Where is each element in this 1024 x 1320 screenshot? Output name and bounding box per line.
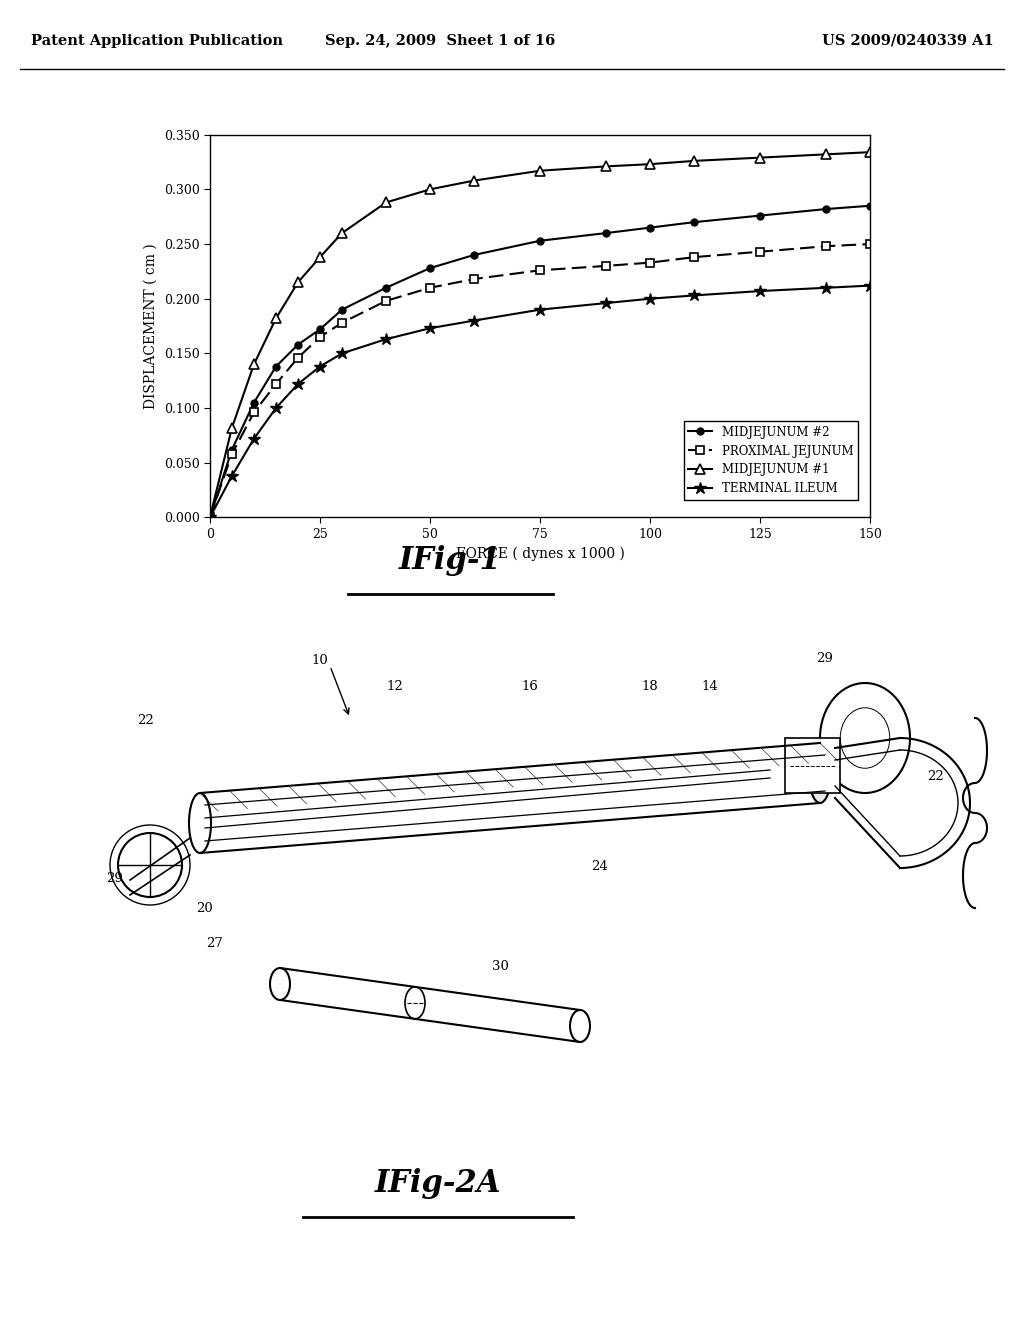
TERMINAL ILEUM	[600, 296, 612, 312]
X-axis label: FORCE ( dynes x 1000 ): FORCE ( dynes x 1000 )	[456, 546, 625, 561]
MIDJEJUNUM #2	[468, 247, 480, 263]
PROXIMAL JEJUNUM	[292, 350, 304, 366]
PROXIMAL JEJUNUM	[644, 255, 656, 271]
TERMINAL ILEUM	[644, 290, 656, 306]
MIDJEJUNUM #1	[535, 162, 547, 178]
TERMINAL ILEUM	[468, 313, 480, 329]
Text: IFig-2A: IFig-2A	[375, 1168, 502, 1199]
MIDJEJUNUM #1	[468, 173, 480, 189]
PROXIMAL JEJUNUM	[248, 404, 260, 420]
MIDJEJUNUM #1	[864, 144, 877, 160]
Line: MIDJEJUNUM #1: MIDJEJUNUM #1	[205, 148, 876, 523]
PROXIMAL JEJUNUM	[820, 239, 833, 255]
Line: PROXIMAL JEJUNUM: PROXIMAL JEJUNUM	[206, 240, 874, 521]
Line: MIDJEJUNUM #2: MIDJEJUNUM #2	[207, 202, 873, 521]
PROXIMAL JEJUNUM	[336, 315, 348, 331]
MIDJEJUNUM #2	[292, 337, 304, 352]
Y-axis label: DISPLACEMENT ( cm ): DISPLACEMENT ( cm )	[144, 243, 158, 409]
TERMINAL ILEUM	[225, 469, 238, 484]
TERMINAL ILEUM	[820, 280, 833, 296]
MIDJEJUNUM #2	[820, 201, 833, 216]
MIDJEJUNUM #1	[820, 147, 833, 162]
MIDJEJUNUM #2	[688, 214, 700, 230]
Text: 12: 12	[387, 680, 403, 693]
MIDJEJUNUM #1	[225, 420, 238, 436]
PROXIMAL JEJUNUM	[754, 244, 766, 260]
MIDJEJUNUM #1	[688, 153, 700, 169]
PROXIMAL JEJUNUM	[225, 446, 238, 462]
Text: 10: 10	[311, 653, 329, 667]
MIDJEJUNUM #1	[204, 510, 216, 525]
PROXIMAL JEJUNUM	[204, 510, 216, 525]
PROXIMAL JEJUNUM	[313, 329, 326, 345]
Text: 14: 14	[701, 680, 719, 693]
Text: US 2009/0240339 A1: US 2009/0240339 A1	[821, 34, 993, 48]
MIDJEJUNUM #1	[754, 149, 766, 165]
MIDJEJUNUM #1	[313, 249, 326, 265]
MIDJEJUNUM #1	[644, 156, 656, 172]
PROXIMAL JEJUNUM	[424, 280, 436, 296]
PROXIMAL JEJUNUM	[688, 249, 700, 265]
PROXIMAL JEJUNUM	[535, 263, 547, 279]
MIDJEJUNUM #2	[248, 395, 260, 411]
PROXIMAL JEJUNUM	[380, 293, 392, 309]
Text: 29: 29	[106, 871, 124, 884]
PROXIMAL JEJUNUM	[600, 257, 612, 273]
MIDJEJUNUM #2	[204, 510, 216, 525]
MIDJEJUNUM #1	[424, 181, 436, 197]
Text: 24: 24	[592, 859, 608, 873]
MIDJEJUNUM #2	[754, 207, 766, 223]
Text: 18: 18	[642, 680, 658, 693]
Line: TERMINAL ILEUM: TERMINAL ILEUM	[204, 280, 877, 524]
MIDJEJUNUM #2	[600, 226, 612, 242]
TERMINAL ILEUM	[424, 321, 436, 337]
MIDJEJUNUM #2	[535, 232, 547, 248]
Text: Sep. 24, 2009  Sheet 1 of 16: Sep. 24, 2009 Sheet 1 of 16	[326, 34, 555, 48]
MIDJEJUNUM #1	[248, 356, 260, 372]
Text: 22: 22	[927, 770, 943, 783]
TERMINAL ILEUM	[688, 288, 700, 304]
TERMINAL ILEUM	[269, 400, 282, 416]
TERMINAL ILEUM	[313, 359, 326, 375]
Ellipse shape	[809, 743, 831, 803]
MIDJEJUNUM #2	[313, 321, 326, 337]
MIDJEJUNUM #2	[864, 198, 877, 214]
Text: 20: 20	[197, 902, 213, 915]
TERMINAL ILEUM	[535, 302, 547, 318]
TERMINAL ILEUM	[292, 376, 304, 392]
TERMINAL ILEUM	[248, 430, 260, 446]
TERMINAL ILEUM	[204, 510, 216, 525]
Text: 29: 29	[816, 652, 834, 664]
Text: IFig-1: IFig-1	[399, 545, 502, 576]
MIDJEJUNUM #1	[269, 310, 282, 326]
TERMINAL ILEUM	[864, 277, 877, 293]
Text: 27: 27	[207, 936, 223, 949]
MIDJEJUNUM #2	[644, 219, 656, 235]
Text: 22: 22	[136, 714, 154, 726]
PROXIMAL JEJUNUM	[468, 271, 480, 286]
Ellipse shape	[270, 968, 290, 1001]
Text: 30: 30	[492, 960, 509, 973]
MIDJEJUNUM #2	[225, 442, 238, 458]
TERMINAL ILEUM	[754, 282, 766, 298]
Legend: MIDJEJUNUM #2, PROXIMAL JEJUNUM, MIDJEJUNUM #1, TERMINAL ILEUM: MIDJEJUNUM #2, PROXIMAL JEJUNUM, MIDJEJU…	[684, 421, 858, 500]
PROXIMAL JEJUNUM	[864, 236, 877, 252]
MIDJEJUNUM #1	[292, 275, 304, 290]
Ellipse shape	[820, 682, 910, 793]
MIDJEJUNUM #2	[424, 260, 436, 276]
TERMINAL ILEUM	[380, 331, 392, 347]
PROXIMAL JEJUNUM	[269, 376, 282, 392]
MIDJEJUNUM #2	[380, 280, 392, 296]
MIDJEJUNUM #2	[336, 302, 348, 318]
Text: Patent Application Publication: Patent Application Publication	[31, 34, 283, 48]
MIDJEJUNUM #1	[336, 226, 348, 242]
MIDJEJUNUM #1	[380, 194, 392, 210]
MIDJEJUNUM #1	[600, 158, 612, 174]
Bar	[785, 738, 840, 793]
Text: 16: 16	[521, 680, 539, 693]
TERMINAL ILEUM	[336, 346, 348, 362]
MIDJEJUNUM #2	[269, 359, 282, 375]
Circle shape	[118, 833, 182, 898]
